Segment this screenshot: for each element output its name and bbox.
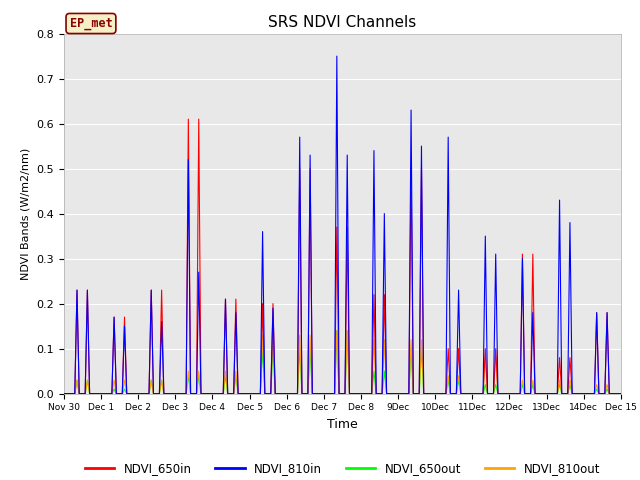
Title: SRS NDVI Channels: SRS NDVI Channels [268, 15, 417, 30]
Y-axis label: NDVI Bands (W/m2/nm): NDVI Bands (W/m2/nm) [21, 147, 31, 280]
Legend: NDVI_650in, NDVI_810in, NDVI_650out, NDVI_810out: NDVI_650in, NDVI_810in, NDVI_650out, NDV… [80, 457, 605, 480]
Text: EP_met: EP_met [70, 17, 112, 30]
X-axis label: Time: Time [327, 418, 358, 431]
